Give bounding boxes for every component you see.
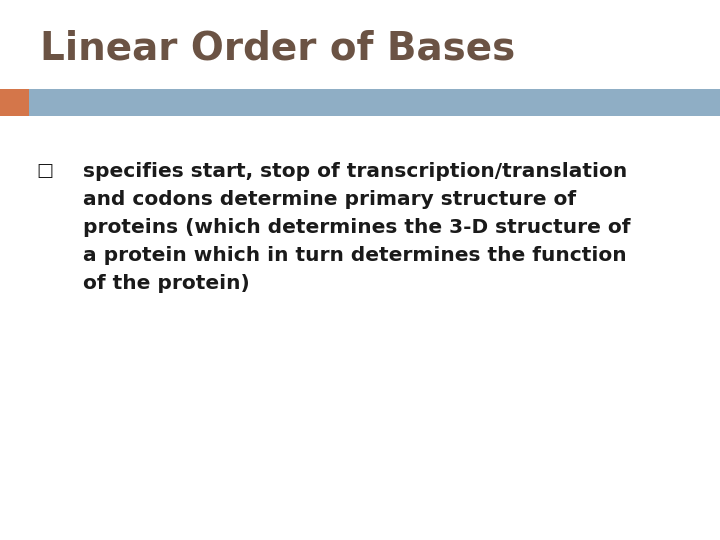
Text: specifies start, stop of transcription/translation
and codons determine primary : specifies start, stop of transcription/t… xyxy=(83,162,630,293)
Text: □: □ xyxy=(36,162,53,180)
Bar xyxy=(0,89,29,116)
Bar xyxy=(29,89,720,116)
Text: Linear Order of Bases: Linear Order of Bases xyxy=(40,30,515,68)
